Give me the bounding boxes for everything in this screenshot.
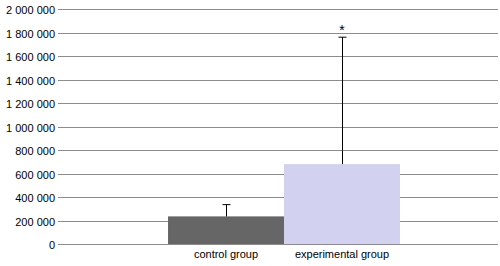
grid-line — [62, 80, 498, 81]
grid-line — [62, 174, 498, 175]
error-bar — [223, 205, 231, 217]
grid-line — [62, 9, 498, 10]
grid-line — [62, 33, 498, 34]
tick-label: 1 200 000 — [6, 98, 55, 110]
grid-line — [62, 127, 498, 128]
tick-mark — [58, 127, 62, 128]
tick-mark — [58, 56, 62, 57]
tick-mark — [58, 221, 62, 222]
tick-mark — [58, 244, 62, 245]
tick-mark — [58, 33, 62, 34]
tick-label: 0 — [49, 239, 55, 251]
grid — [58, 10, 498, 245]
tick-label: 1 400 000 — [6, 75, 55, 87]
tick-mark — [58, 197, 62, 198]
grid-line — [62, 56, 498, 57]
grid-line — [62, 197, 498, 198]
tick-label: 2 000 000 — [6, 4, 55, 16]
error-bars — [223, 37, 347, 216]
grid-line — [62, 150, 498, 151]
tick-label: 200 000 — [15, 216, 55, 228]
chart-container: 0 200 000 400 000 600 000 800 000 1 000 000 1 … — [0, 0, 500, 266]
tick-label: 1 600 000 — [6, 51, 55, 63]
chart-svg: 0 200 000 400 000 600 000 800 000 1 000 000 1 … — [0, 0, 500, 266]
tick-label: 800 000 — [15, 145, 55, 157]
tick-mark — [58, 9, 62, 10]
tick-label: 400 000 — [15, 192, 55, 204]
tick-mark — [58, 150, 62, 151]
tick-label: 1 800 000 — [6, 28, 55, 40]
bar — [168, 216, 284, 244]
tick-mark — [58, 174, 62, 175]
category-label: control group — [194, 248, 258, 260]
category-label: experimental group — [295, 248, 389, 260]
tick-mark — [58, 103, 62, 104]
bars — [168, 164, 400, 244]
grid-line — [62, 244, 498, 245]
tick-mark — [58, 80, 62, 81]
bar — [284, 164, 400, 244]
tick-label: 1 000 000 — [6, 122, 55, 134]
annotation: * — [339, 22, 345, 38]
grid-line — [62, 103, 498, 104]
error-bar — [339, 37, 347, 164]
tick-label: 600 000 — [15, 169, 55, 181]
